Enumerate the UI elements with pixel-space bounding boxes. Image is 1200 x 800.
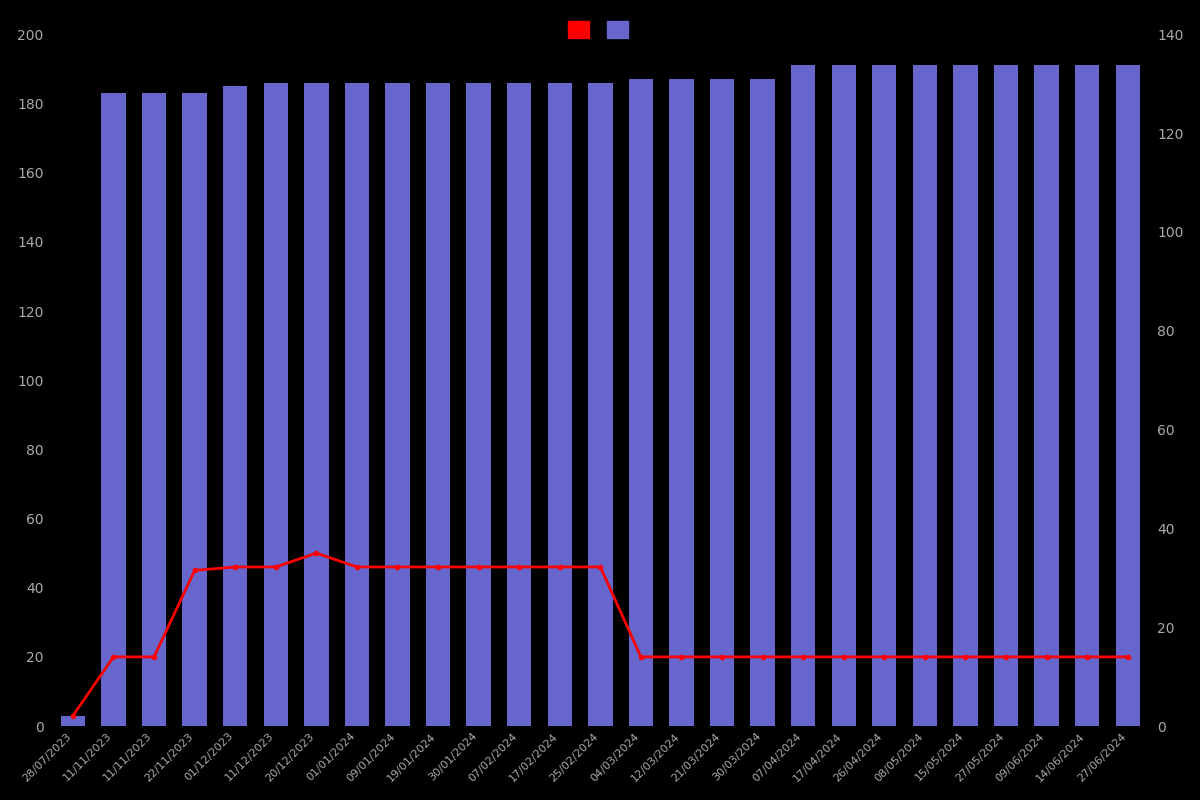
Bar [1034,66,1058,726]
Bar [223,86,247,726]
Bar [1075,66,1099,726]
Bar [994,66,1019,726]
Bar [264,82,288,726]
Bar [304,82,329,726]
Bar [913,66,937,726]
Bar [508,82,532,726]
Bar [791,66,815,726]
Bar [953,66,978,726]
Bar [872,66,896,726]
Bar [629,79,653,726]
Bar [101,93,126,726]
Bar [344,82,370,726]
Bar [467,82,491,726]
Bar [670,79,694,726]
Bar [61,716,85,726]
Bar [547,82,572,726]
Bar [710,79,734,726]
Bar [385,82,409,726]
Bar [832,66,856,726]
Legend: , : , [562,14,640,45]
Bar [142,93,167,726]
Bar [426,82,450,726]
Bar [1116,66,1140,726]
Bar [588,82,612,726]
Bar [182,93,206,726]
Bar [750,79,775,726]
